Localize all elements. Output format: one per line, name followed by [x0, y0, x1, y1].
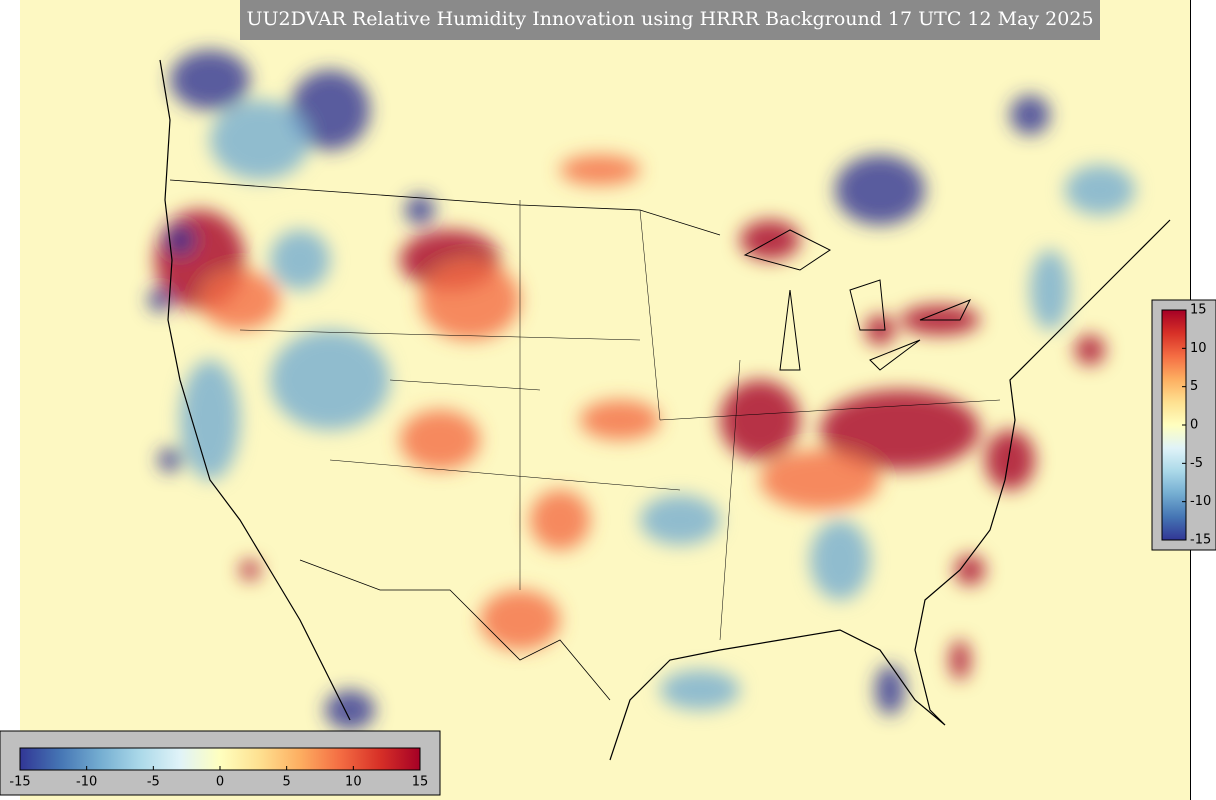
field-blob — [1075, 335, 1105, 365]
field-blob — [560, 155, 640, 185]
colorbar-tick-label: 10 — [1190, 341, 1207, 356]
border — [299, 559, 611, 701]
field-blob — [640, 495, 720, 545]
colorbar-tick-label: -10 — [1190, 494, 1211, 509]
field-blob — [325, 690, 375, 730]
field-blob — [660, 670, 740, 710]
vertical-colorbar: -15 -10 -5 0 5 10 15 — [1161, 303, 1211, 548]
horizontal-colorbar: -15 -10 -5 0 5 10 15 — [9, 747, 429, 790]
colorbar-tick-label: 5 — [1190, 379, 1198, 394]
field-blob — [200, 270, 280, 330]
field-blob — [955, 555, 985, 585]
field-blob — [240, 560, 260, 580]
field-blob — [1065, 165, 1135, 215]
field-blob — [950, 640, 970, 680]
innovation-field — [148, 50, 1135, 730]
field-blob — [170, 50, 250, 110]
boundaries — [159, 59, 1171, 761]
field-blob — [875, 665, 905, 715]
colorbar-tick-label: 5 — [283, 775, 291, 790]
field-blob — [420, 260, 520, 340]
field-blob — [985, 430, 1035, 490]
colorbar-tick-label: 15 — [1190, 303, 1207, 318]
title: UU2DVAR Relative Humidity Innovation usi… — [246, 8, 1093, 30]
field-blob — [210, 100, 310, 180]
colorbar-tick-label: -5 — [147, 775, 160, 790]
east-coast — [1004, 219, 1171, 481]
field-blob — [400, 410, 480, 470]
field-blob — [290, 70, 370, 150]
field-blob — [740, 220, 800, 260]
colorbar-tick-label: -15 — [1190, 533, 1211, 548]
title-box — [240, 0, 1100, 40]
field-blob — [835, 155, 925, 225]
colorbar-tick-label: 15 — [412, 775, 429, 790]
field-blob — [480, 590, 560, 650]
colorbar-tick-label: -5 — [1190, 456, 1203, 471]
field-blob — [530, 490, 590, 550]
field-blob — [158, 448, 182, 472]
field-blob — [1030, 250, 1070, 330]
field-blob — [810, 520, 870, 600]
field-blob — [720, 380, 800, 460]
field-blob — [580, 400, 660, 440]
field-blob — [270, 330, 390, 430]
field-blob — [760, 450, 880, 510]
great-lakes — [743, 229, 972, 371]
field-blob — [165, 225, 195, 255]
field-blob — [405, 195, 435, 225]
colorbar-tick-label: 10 — [345, 775, 362, 790]
colorbar-tick-label: -10 — [76, 775, 97, 790]
colorbar-tick-label: -15 — [9, 775, 30, 790]
west-coast — [159, 59, 351, 721]
field-blob — [148, 288, 172, 312]
colorbar-tick-label: 0 — [1190, 418, 1198, 433]
gulf-coast — [609, 479, 1006, 761]
field-blob — [180, 360, 240, 480]
state-lines — [239, 200, 1001, 641]
colorbar-tick-label: 0 — [216, 775, 224, 790]
field-blob — [820, 390, 980, 470]
border — [169, 179, 721, 236]
field-blob — [1010, 95, 1050, 135]
field-blob — [270, 230, 330, 290]
